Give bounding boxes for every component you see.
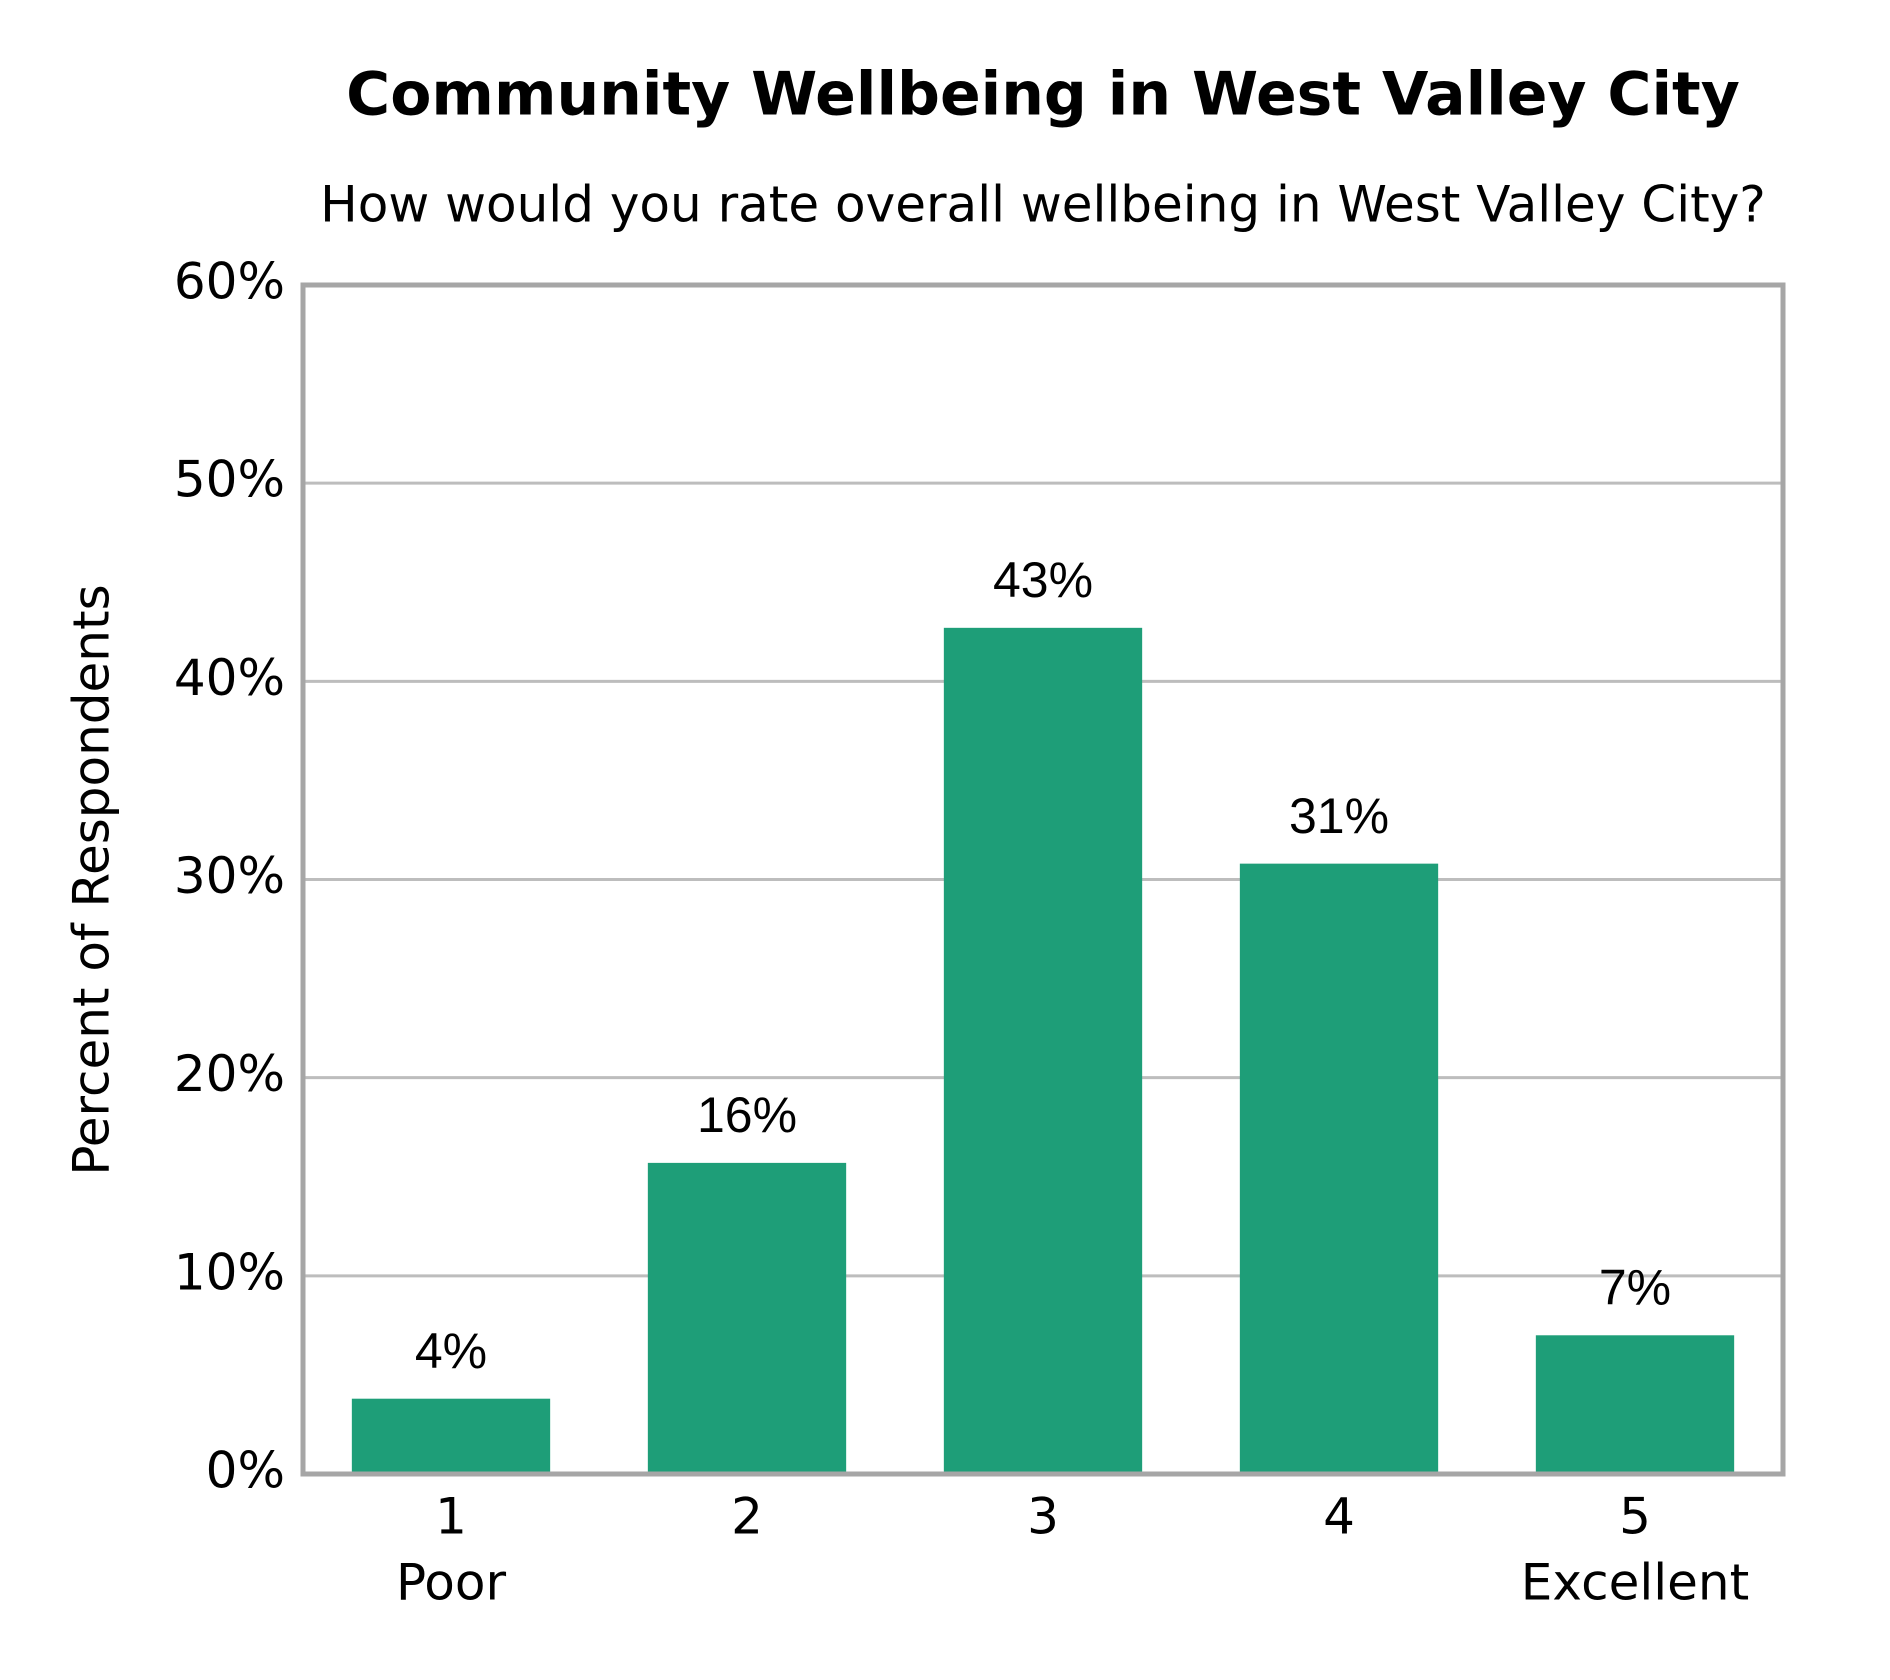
bar: [943, 627, 1143, 1474]
chart-title: Community Wellbeing in West Valley City: [346, 60, 1740, 130]
x-tick-label: 2: [731, 1488, 763, 1546]
chart-subtitle: How would you rate overall wellbeing in …: [320, 176, 1766, 234]
value-label: 31%: [1289, 788, 1389, 844]
y-tick-label: 60%: [174, 253, 285, 311]
x-tick-label: 5: [1619, 1488, 1651, 1546]
x-tick-sublabel: Excellent: [1521, 1554, 1749, 1612]
plot-frame: [300, 282, 1786, 1477]
bar: [351, 1398, 551, 1474]
bar: [1239, 863, 1439, 1474]
x-tick-sublabel: Poor: [396, 1554, 507, 1612]
value-label: 4%: [415, 1323, 487, 1379]
y-tick-label: 0%: [206, 1442, 285, 1500]
value-label: 16%: [697, 1087, 797, 1143]
y-tick-label: 20%: [174, 1045, 285, 1103]
y-tick-label: 50%: [174, 451, 285, 509]
value-label: 43%: [993, 552, 1093, 608]
y-axis-label: Percent of Respondents: [63, 584, 121, 1175]
y-tick-label: 40%: [174, 649, 285, 707]
x-tick-label: 4: [1323, 1488, 1355, 1546]
y-tick-label: 30%: [174, 847, 285, 905]
x-tick-label: 3: [1027, 1488, 1059, 1546]
x-tick-label: 1: [435, 1488, 467, 1546]
bar: [647, 1162, 847, 1474]
value-label: 7%: [1599, 1259, 1671, 1315]
y-tick-label: 10%: [174, 1243, 285, 1301]
bar: [1535, 1335, 1735, 1474]
